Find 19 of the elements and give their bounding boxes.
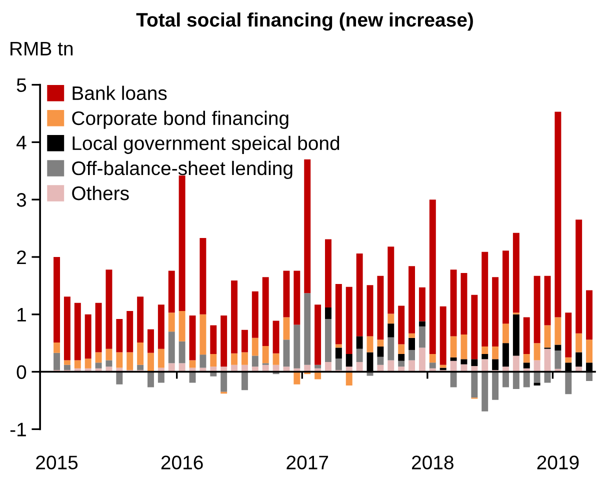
y-tick-label: 5 <box>16 78 26 92</box>
x-tick-label: 2017 <box>286 456 328 470</box>
x-tick-label: 2015 <box>36 456 78 470</box>
legend-label: Off-balance-sheet lending <box>72 160 292 180</box>
legend-label: Others <box>72 186 129 200</box>
y-tick-label: 3 <box>16 193 26 207</box>
chart-title: Total social financing (new increase) <box>136 12 473 31</box>
y-tick-label: 1 <box>18 308 26 322</box>
y-axis-title: RMB tn <box>10 42 73 56</box>
x-tick-label: 2019 <box>537 456 579 470</box>
y-tick-label: 4 <box>16 136 26 150</box>
legend-label: Bank loans <box>72 86 167 100</box>
x-tick-label: 2018 <box>412 456 454 470</box>
legend-label: Local government speical bond <box>72 136 340 154</box>
y-tick-label: -1 <box>10 422 26 436</box>
y-tick-label: 2 <box>17 250 26 264</box>
x-tick-label: 2016 <box>161 456 203 470</box>
legend-label: Corporate bond financing <box>72 110 288 129</box>
y-tick-label: 0 <box>16 365 26 380</box>
